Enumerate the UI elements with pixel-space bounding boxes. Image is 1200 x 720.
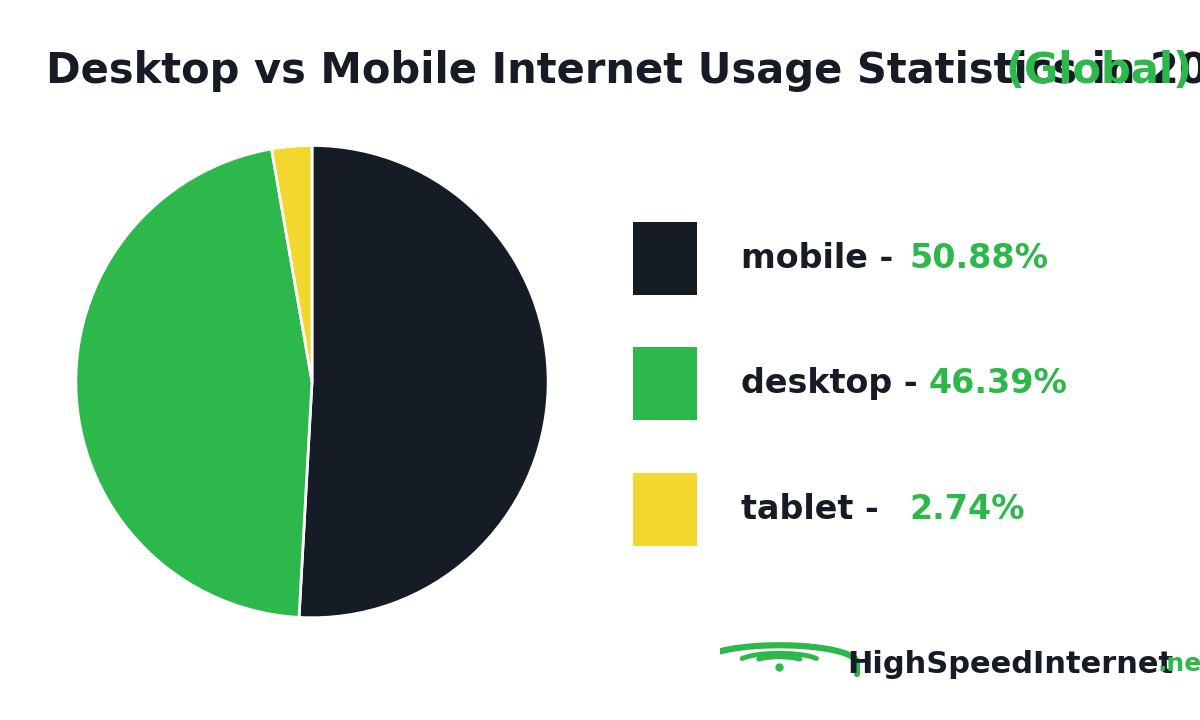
- Text: (Global): (Global): [1006, 50, 1193, 92]
- Text: tablet -: tablet -: [740, 492, 890, 526]
- Text: desktop -: desktop -: [740, 367, 929, 400]
- Text: mobile -: mobile -: [740, 242, 905, 275]
- Text: 2.74%: 2.74%: [910, 492, 1025, 526]
- Text: Desktop vs Mobile Internet Usage Statistics in 2020: Desktop vs Mobile Internet Usage Statist…: [46, 50, 1200, 92]
- Wedge shape: [299, 145, 548, 618]
- Wedge shape: [76, 149, 312, 618]
- Text: 50.88%: 50.88%: [910, 242, 1049, 275]
- Wedge shape: [271, 145, 312, 382]
- FancyBboxPatch shape: [634, 347, 696, 420]
- Text: HighSpeedInternet: HighSpeedInternet: [847, 650, 1174, 679]
- FancyBboxPatch shape: [634, 222, 696, 295]
- Text: .net: .net: [1158, 652, 1200, 676]
- Text: 46.39%: 46.39%: [929, 367, 1067, 400]
- FancyBboxPatch shape: [634, 472, 696, 546]
